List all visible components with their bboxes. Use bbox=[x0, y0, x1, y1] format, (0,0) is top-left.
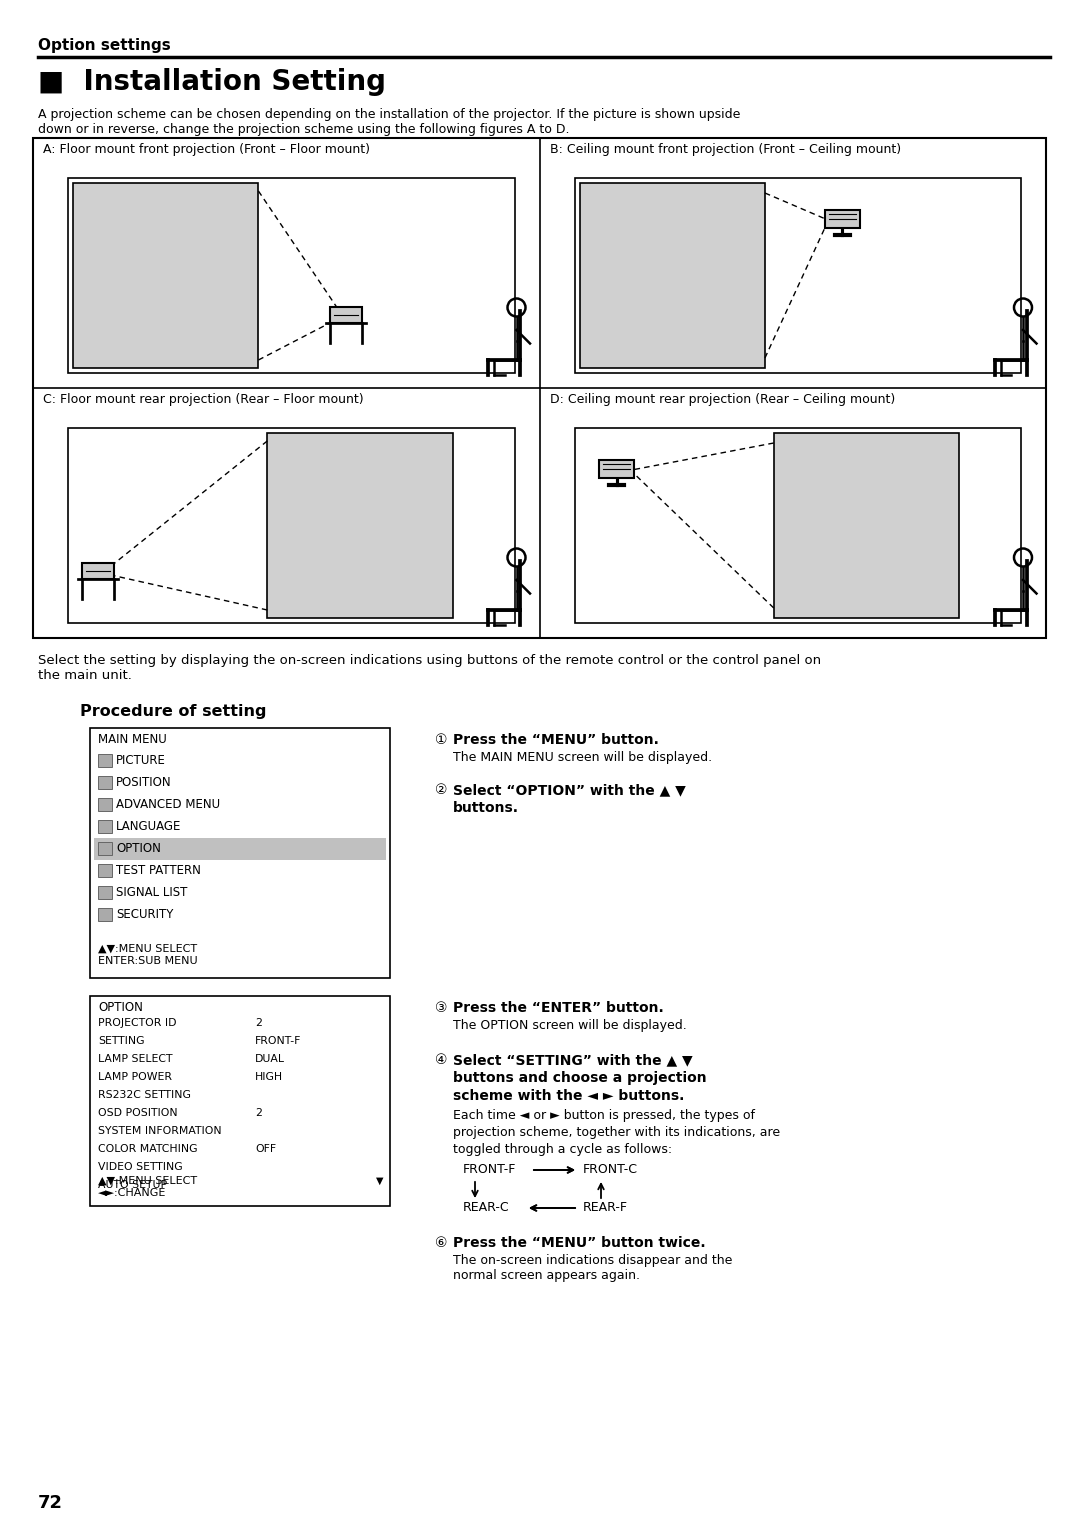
Text: ④: ④ bbox=[435, 1053, 447, 1067]
Text: The on-screen indications disappear and the
normal screen appears again.: The on-screen indications disappear and … bbox=[453, 1254, 732, 1282]
Bar bbox=[98, 754, 112, 768]
Bar bbox=[580, 183, 765, 368]
Text: Press the “MENU” button twice.: Press the “MENU” button twice. bbox=[453, 1236, 705, 1250]
Text: ▼: ▼ bbox=[376, 1177, 383, 1186]
Text: LANGUAGE: LANGUAGE bbox=[116, 819, 181, 833]
Bar bbox=[575, 179, 1021, 372]
Text: projection scheme, together with its indications, are: projection scheme, together with its ind… bbox=[453, 1126, 780, 1138]
Bar bbox=[98, 842, 112, 855]
Text: ⑥: ⑥ bbox=[435, 1236, 447, 1250]
Text: REAR-F: REAR-F bbox=[583, 1201, 627, 1215]
Text: Press the “MENU” button.: Press the “MENU” button. bbox=[453, 732, 659, 748]
Text: SIGNAL LIST: SIGNAL LIST bbox=[116, 887, 187, 899]
Text: ①: ① bbox=[435, 732, 447, 748]
Bar bbox=[329, 307, 362, 324]
Text: 72: 72 bbox=[38, 1494, 63, 1512]
Text: ▲▼:MENU SELECT
◄►:CHANGE: ▲▼:MENU SELECT ◄►:CHANGE bbox=[98, 1177, 198, 1198]
Text: The OPTION screen will be displayed.: The OPTION screen will be displayed. bbox=[453, 1019, 687, 1032]
Text: VIDEO SETTING: VIDEO SETTING bbox=[98, 1161, 183, 1172]
Text: SYSTEM INFORMATION: SYSTEM INFORMATION bbox=[98, 1126, 221, 1135]
Text: buttons and choose a projection: buttons and choose a projection bbox=[453, 1071, 706, 1085]
Bar bbox=[98, 908, 112, 922]
Text: C: Floor mount rear projection (Rear – Floor mount): C: Floor mount rear projection (Rear – F… bbox=[43, 394, 364, 406]
Text: OFF: OFF bbox=[255, 1144, 276, 1154]
Text: DUAL: DUAL bbox=[255, 1054, 285, 1064]
Text: FRONT-F: FRONT-F bbox=[463, 1163, 516, 1177]
Text: Procedure of setting: Procedure of setting bbox=[80, 703, 267, 719]
Text: ADVANCED MENU: ADVANCED MENU bbox=[116, 798, 220, 810]
Bar bbox=[98, 819, 112, 833]
Text: AUTO SETUP: AUTO SETUP bbox=[98, 1180, 167, 1190]
Bar bbox=[73, 183, 258, 368]
Text: MAIN MENU: MAIN MENU bbox=[98, 732, 166, 746]
Text: A: Floor mount front projection (Front – Floor mount): A: Floor mount front projection (Front –… bbox=[43, 143, 370, 156]
Text: Press the “ENTER” button.: Press the “ENTER” button. bbox=[453, 1001, 664, 1015]
Text: REAR-C: REAR-C bbox=[463, 1201, 510, 1215]
Text: D: Ceiling mount rear projection (Rear – Ceiling mount): D: Ceiling mount rear projection (Rear –… bbox=[550, 394, 894, 406]
Bar bbox=[90, 996, 390, 1206]
Bar bbox=[825, 211, 860, 229]
Text: HIGH: HIGH bbox=[255, 1071, 283, 1082]
Bar bbox=[82, 563, 114, 580]
Text: 2: 2 bbox=[255, 1018, 261, 1029]
Text: 2: 2 bbox=[255, 1108, 261, 1119]
Text: Each time ◄ or ► button is pressed, the types of: Each time ◄ or ► button is pressed, the … bbox=[453, 1109, 755, 1122]
Text: LAMP POWER: LAMP POWER bbox=[98, 1071, 172, 1082]
Text: ■  Installation Setting: ■ Installation Setting bbox=[38, 69, 386, 96]
Bar bbox=[773, 433, 959, 618]
Text: ▲▼:MENU SELECT
ENTER:SUB MENU: ▲▼:MENU SELECT ENTER:SUB MENU bbox=[98, 945, 198, 966]
Bar bbox=[599, 461, 634, 478]
Bar bbox=[267, 433, 453, 618]
Bar bbox=[98, 777, 112, 789]
Text: PROJECTOR ID: PROJECTOR ID bbox=[98, 1018, 176, 1029]
Bar bbox=[575, 427, 1021, 623]
Bar bbox=[68, 179, 514, 372]
Bar bbox=[98, 887, 112, 899]
Bar bbox=[33, 137, 1047, 638]
Text: Select “SETTING” with the ▲ ▼: Select “SETTING” with the ▲ ▼ bbox=[453, 1053, 692, 1067]
Text: Option settings: Option settings bbox=[38, 38, 171, 53]
Bar bbox=[94, 838, 386, 861]
Text: OPTION: OPTION bbox=[116, 842, 161, 855]
Text: FRONT-C: FRONT-C bbox=[583, 1163, 638, 1177]
Text: buttons.: buttons. bbox=[453, 801, 519, 815]
Text: The MAIN MENU screen will be displayed.: The MAIN MENU screen will be displayed. bbox=[453, 751, 712, 765]
Text: POSITION: POSITION bbox=[116, 777, 172, 789]
Text: scheme with the ◄ ► buttons.: scheme with the ◄ ► buttons. bbox=[453, 1090, 685, 1103]
Text: B: Ceiling mount front projection (Front – Ceiling mount): B: Ceiling mount front projection (Front… bbox=[550, 143, 901, 156]
Text: FRONT-F: FRONT-F bbox=[255, 1036, 301, 1045]
Text: RS232C SETTING: RS232C SETTING bbox=[98, 1090, 191, 1100]
Text: TEST PATTERN: TEST PATTERN bbox=[116, 864, 201, 877]
Bar bbox=[98, 864, 112, 877]
Text: toggled through a cycle as follows:: toggled through a cycle as follows: bbox=[453, 1143, 672, 1157]
Text: Select “OPTION” with the ▲ ▼: Select “OPTION” with the ▲ ▼ bbox=[453, 783, 686, 797]
Bar bbox=[90, 728, 390, 978]
Bar bbox=[68, 427, 514, 623]
Text: OSD POSITION: OSD POSITION bbox=[98, 1108, 177, 1119]
Bar bbox=[98, 798, 112, 810]
Text: ③: ③ bbox=[435, 1001, 447, 1015]
Text: LAMP SELECT: LAMP SELECT bbox=[98, 1054, 173, 1064]
Text: OPTION: OPTION bbox=[98, 1001, 143, 1013]
Text: A projection scheme can be chosen depending on the installation of the projector: A projection scheme can be chosen depend… bbox=[38, 108, 741, 136]
Text: COLOR MATCHING: COLOR MATCHING bbox=[98, 1144, 198, 1154]
Text: PICTURE: PICTURE bbox=[116, 754, 166, 768]
Text: SECURITY: SECURITY bbox=[116, 908, 174, 922]
Text: SETTING: SETTING bbox=[98, 1036, 145, 1045]
Text: ②: ② bbox=[435, 783, 447, 797]
Text: Select the setting by displaying the on-screen indications using buttons of the : Select the setting by displaying the on-… bbox=[38, 655, 821, 682]
